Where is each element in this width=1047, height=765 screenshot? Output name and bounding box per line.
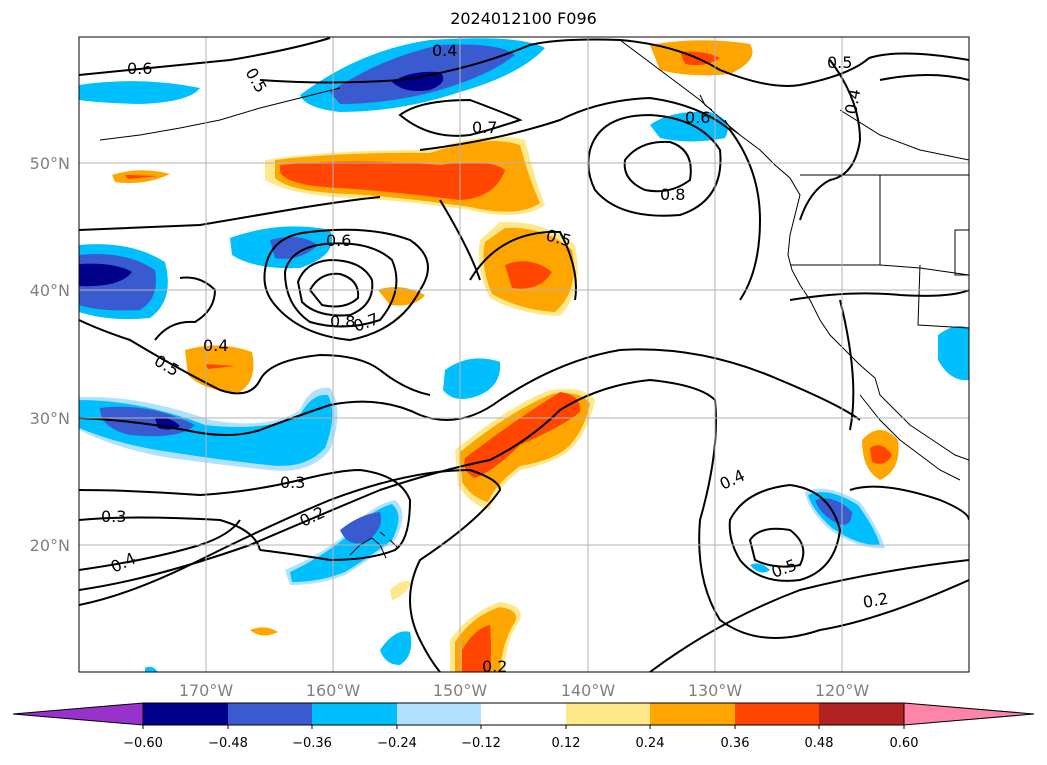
contour-label: 0.3 <box>280 473 305 492</box>
contour-label: 0.4 <box>432 41 457 60</box>
colorbar-segment <box>650 703 735 725</box>
lat-tick-label: 30°N <box>30 409 70 428</box>
contour-label: 0.4 <box>203 336 228 355</box>
colorbar-segment <box>228 703 312 725</box>
anomaly-fills <box>79 38 969 672</box>
latitude-ticks: 50°N 40°N 30°N 20°N <box>30 154 70 555</box>
colorbar-tick-label: −0.36 <box>292 736 332 751</box>
contour-label: 0.3 <box>101 507 126 526</box>
colorbar-extend-high <box>903 702 1035 726</box>
colorbar-tick-label: −0.24 <box>377 736 417 751</box>
contour-label: 0.8 <box>660 185 685 204</box>
colorbar-extend-low <box>12 702 144 726</box>
lon-tick-label: 170°W <box>179 681 234 700</box>
colorbar-tick-label: −0.48 <box>208 736 248 751</box>
colorbar-segment <box>397 703 481 725</box>
lat-tick-label: 50°N <box>30 154 70 173</box>
contour-label: 0.2 <box>482 657 507 676</box>
colorbar-segment <box>312 703 397 725</box>
colorbar-segment <box>566 703 650 725</box>
contour-lines <box>79 37 969 672</box>
contour-label: 0.7 <box>472 118 497 137</box>
colorbar: −0.60 −0.48 −0.36 −0.24 −0.12 0.12 0.24 … <box>12 702 1035 751</box>
longitude-ticks: 170°W 160°W 150°W 140°W 130°W 120°W <box>179 681 870 700</box>
lon-tick-label: 120°W <box>815 681 870 700</box>
contour-label: 0.8 <box>330 312 355 331</box>
colorbar-tick-label: 0.24 <box>636 736 665 751</box>
contour-label: 0.6 <box>127 59 152 78</box>
lon-tick-label: 150°W <box>433 681 488 700</box>
lat-tick-label: 40°N <box>30 281 70 300</box>
contour-label: 0.6 <box>326 231 351 250</box>
lon-tick-label: 140°W <box>561 681 616 700</box>
colorbar-segment <box>735 703 819 725</box>
colorbar-segment <box>143 703 228 725</box>
colorbar-tick-label: 0.48 <box>805 736 834 751</box>
contour-label: 0.6 <box>685 108 710 127</box>
colorbar-segment <box>481 703 566 725</box>
map-area: 0.6 0.4 0.5 0.7 0.6 0.8 0.5 0.5 0.4 0.6 … <box>79 37 969 676</box>
contour-label: 0.2 <box>861 589 889 612</box>
colorbar-tick-label: 0.12 <box>552 736 581 751</box>
map-frame <box>78 36 970 673</box>
colorbar-tick-label: 0.60 <box>890 736 919 751</box>
colorbar-tick-label: −0.12 <box>461 736 501 751</box>
colorbar-frame <box>142 702 905 726</box>
contour-label: 0.5 <box>827 53 852 72</box>
lon-tick-label: 130°W <box>688 681 743 700</box>
map-title: 2024012100 F096 <box>450 9 597 28</box>
colorbar-tick-label: −0.60 <box>123 736 163 751</box>
graticule <box>79 37 969 672</box>
lat-tick-label: 20°N <box>30 536 70 555</box>
coastlines <box>99 39 969 559</box>
contour-label: 0.4 <box>841 87 864 115</box>
contour-labels: 0.6 0.4 0.5 0.7 0.6 0.8 0.5 0.5 0.4 0.6 … <box>101 41 890 676</box>
colorbar-tick-label: 0.36 <box>721 736 750 751</box>
lon-tick-label: 160°W <box>306 681 361 700</box>
colorbar-segment <box>819 703 904 725</box>
